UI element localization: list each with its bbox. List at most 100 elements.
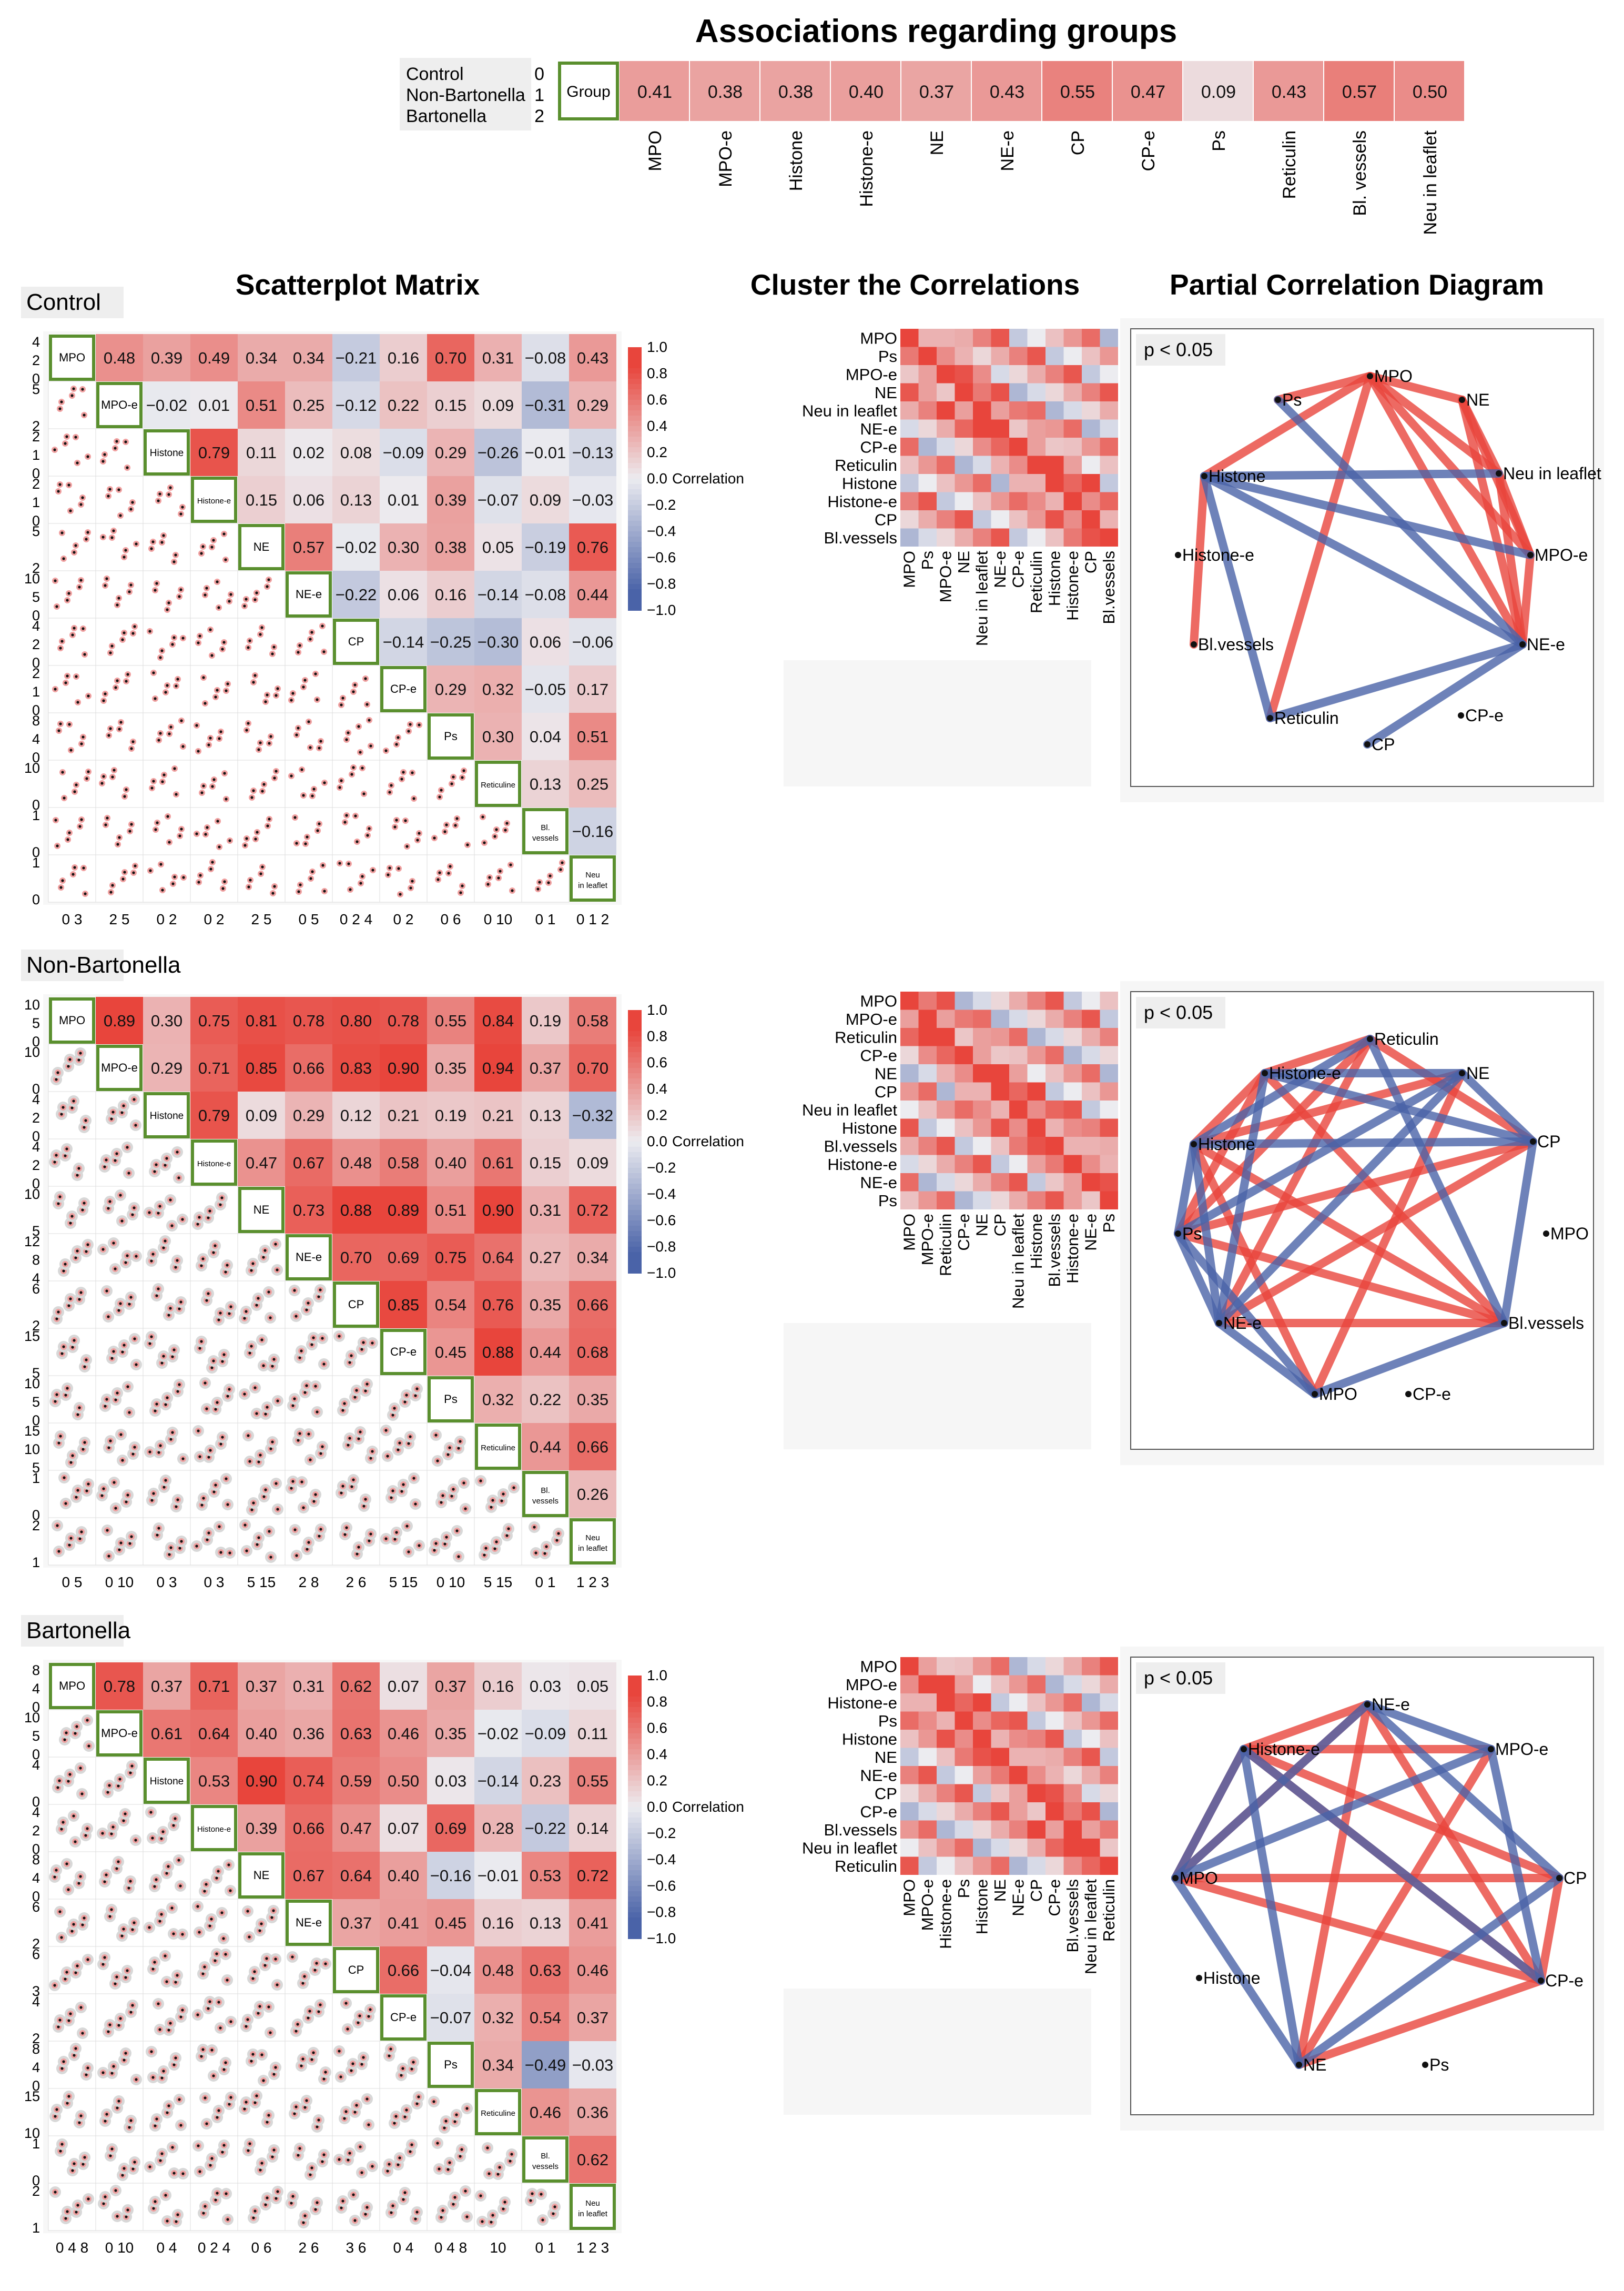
y-tick: 5 bbox=[32, 1460, 40, 1476]
diag-label: Reticuline bbox=[481, 781, 515, 790]
cluster-cell bbox=[1009, 1711, 1028, 1730]
scatter-point bbox=[81, 2032, 84, 2035]
scatter-point bbox=[115, 1152, 118, 1155]
cluster-cell bbox=[991, 1748, 1009, 1766]
colorbar-step bbox=[628, 384, 642, 390]
corr-value: 0.46 bbox=[577, 1961, 608, 1980]
cluster-cell bbox=[955, 1730, 973, 1748]
cluster-cell bbox=[955, 1101, 973, 1119]
cluster-col-label: CP bbox=[991, 1214, 1009, 1236]
scatter-point bbox=[340, 703, 343, 707]
corr-cell bbox=[380, 429, 427, 476]
cluster-cell bbox=[1063, 438, 1082, 456]
network-node bbox=[1488, 1746, 1494, 1752]
scatter-point bbox=[549, 874, 552, 877]
scatter-point bbox=[206, 1538, 209, 1541]
cluster-cell bbox=[1100, 1101, 1118, 1119]
scatter-point bbox=[261, 865, 264, 869]
y-tick: 2 bbox=[32, 429, 40, 445]
scatter-point bbox=[219, 1311, 222, 1315]
scatter-point bbox=[540, 2193, 543, 2196]
scatter-point bbox=[164, 1403, 167, 1406]
cluster-cell bbox=[973, 1010, 991, 1028]
cluster-cell bbox=[1009, 510, 1028, 529]
cluster-cell bbox=[1063, 1693, 1082, 1712]
scatter-point bbox=[257, 1536, 260, 1539]
cluster-cell bbox=[1027, 1711, 1046, 1730]
corr-cell bbox=[569, 1186, 616, 1234]
cluster-row-label: CP-e bbox=[860, 1046, 897, 1065]
corr-cell bbox=[569, 1234, 616, 1281]
colorbar-step bbox=[628, 447, 642, 453]
scatter-point bbox=[481, 815, 484, 819]
scatter-point bbox=[175, 2220, 178, 2223]
scatter-point bbox=[497, 876, 500, 880]
colorbar-step bbox=[628, 1068, 642, 1074]
cluster-cell bbox=[937, 438, 955, 456]
scatter-point bbox=[269, 1447, 272, 1450]
colorbar-tick: 0.4 bbox=[647, 1746, 667, 1762]
scatter-point bbox=[389, 2047, 392, 2051]
scatter-point bbox=[402, 771, 405, 774]
scatter-point bbox=[79, 503, 83, 506]
scatter-point bbox=[80, 742, 83, 745]
cluster-cell bbox=[1063, 1191, 1082, 1209]
scatter-point bbox=[254, 837, 257, 841]
cluster-cell bbox=[955, 492, 973, 510]
scatter-point bbox=[129, 2011, 133, 2014]
scatter-point bbox=[65, 1971, 68, 1974]
cluster-cell bbox=[973, 474, 991, 492]
corr-value: 0.34 bbox=[577, 1248, 608, 1267]
cluster-col-label: CP bbox=[1027, 1879, 1046, 1902]
scatter-point bbox=[483, 1553, 486, 1557]
scatter-point bbox=[54, 819, 57, 822]
scatter-point bbox=[200, 1503, 204, 1507]
scatter-point bbox=[126, 2208, 129, 2212]
cluster-cell bbox=[1082, 347, 1100, 365]
corr-value: −0.19 bbox=[525, 538, 566, 557]
scatter-point bbox=[118, 1778, 121, 1781]
scatter-point bbox=[154, 1409, 157, 1412]
scatter-point bbox=[116, 843, 119, 846]
scatter-point bbox=[176, 678, 179, 681]
cluster-row-label: Bl.vessels bbox=[824, 1821, 897, 1839]
scatter-point bbox=[119, 721, 123, 724]
x-tick: 0 1 bbox=[535, 911, 556, 927]
cluster-row-label: NE bbox=[875, 383, 897, 402]
scatter-point bbox=[440, 1501, 443, 1504]
colorbar-step bbox=[628, 579, 642, 584]
scatter-point bbox=[112, 2065, 115, 2068]
colorbar-tick: 0.8 bbox=[647, 1028, 667, 1044]
cluster-cell bbox=[991, 474, 1009, 492]
scatter-point bbox=[130, 1535, 133, 1538]
scatter-point bbox=[260, 2162, 263, 2165]
scatter-point bbox=[105, 2113, 108, 2116]
cluster-cell bbox=[918, 1064, 937, 1083]
scatter-point bbox=[290, 2202, 293, 2205]
scatter-point bbox=[229, 1889, 232, 1892]
scatter-point bbox=[536, 887, 540, 891]
colorbar-step bbox=[628, 1691, 642, 1697]
y-tick: 2 bbox=[32, 560, 40, 576]
corr-cell bbox=[380, 523, 427, 571]
scatter-point bbox=[60, 1828, 63, 1831]
corr-value: 0.90 bbox=[246, 1772, 277, 1790]
scatter-point bbox=[350, 1354, 353, 1357]
scatter-point bbox=[210, 2157, 214, 2160]
scatter-point bbox=[79, 1875, 82, 1878]
scatter-point bbox=[200, 2055, 203, 2058]
scatter-point bbox=[129, 583, 133, 587]
colorbar-step bbox=[628, 1812, 642, 1818]
scatter-point bbox=[391, 2204, 394, 2207]
network-node-label: Bl.vessels bbox=[1198, 635, 1274, 654]
scatter-point bbox=[78, 2121, 81, 2124]
cluster-cell bbox=[1100, 1082, 1118, 1101]
scatter-point bbox=[165, 1157, 168, 1160]
scatter-point bbox=[64, 1394, 67, 1397]
scatter-point bbox=[53, 1875, 56, 1879]
diag-label: MPO bbox=[59, 1679, 85, 1692]
diag-frame bbox=[191, 477, 237, 523]
cluster-col-label: MPO-e bbox=[918, 1214, 937, 1265]
scatter-point bbox=[367, 2015, 370, 2018]
scatter-point bbox=[159, 2159, 162, 2162]
